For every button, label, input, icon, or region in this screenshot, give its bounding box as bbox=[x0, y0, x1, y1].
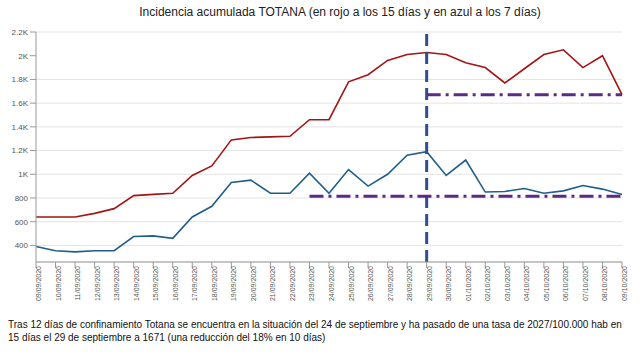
svg-text:02/10/2020: 02/10/2020 bbox=[484, 266, 491, 301]
svg-text:22/09/2020: 22/09/2020 bbox=[289, 266, 296, 301]
svg-text:24/09/2020: 24/09/2020 bbox=[328, 266, 335, 301]
svg-text:28/09/2020: 28/09/2020 bbox=[406, 266, 413, 301]
svg-text:23/09/2020: 23/09/2020 bbox=[308, 266, 315, 301]
svg-text:03/10/2020: 03/10/2020 bbox=[504, 266, 511, 301]
svg-text:12/09/2020: 12/09/2020 bbox=[94, 266, 101, 301]
svg-text:09/09/2020: 09/09/2020 bbox=[35, 266, 42, 301]
svg-text:1.6K: 1.6K bbox=[12, 99, 29, 108]
svg-text:06/10/2020: 06/10/2020 bbox=[562, 266, 569, 301]
svg-text:07/10/2020: 07/10/2020 bbox=[582, 266, 589, 301]
svg-text:1K: 1K bbox=[18, 170, 28, 179]
svg-text:1.8K: 1.8K bbox=[12, 75, 29, 84]
svg-text:30/09/2020: 30/09/2020 bbox=[445, 266, 452, 301]
svg-text:04/10/2020: 04/10/2020 bbox=[523, 266, 530, 301]
svg-text:16/09/2020: 16/09/2020 bbox=[172, 266, 179, 301]
svg-text:13/09/2020: 13/09/2020 bbox=[113, 266, 120, 301]
svg-text:08/10/2020: 08/10/2020 bbox=[601, 266, 608, 301]
svg-text:09/10/2020: 09/10/2020 bbox=[621, 266, 628, 301]
svg-text:2K: 2K bbox=[18, 52, 28, 61]
svg-text:21/09/2020: 21/09/2020 bbox=[269, 266, 276, 301]
svg-text:19/09/2020: 19/09/2020 bbox=[230, 266, 237, 301]
svg-text:25/09/2020: 25/09/2020 bbox=[348, 266, 355, 301]
svg-text:14/09/2020: 14/09/2020 bbox=[133, 266, 140, 301]
svg-text:29/09/2020: 29/09/2020 bbox=[426, 266, 433, 301]
html-text:Tras 12 días de confinamiento: Tras 12 días de confinamiento Totana se … bbox=[8, 319, 622, 343]
svg-text:800: 800 bbox=[15, 194, 29, 203]
svg-text:400: 400 bbox=[15, 241, 29, 250]
html-text:Incidencia acumulada TOTANA (e: Incidencia acumulada TOTANA (en rojo a l… bbox=[139, 5, 541, 19]
svg-text:27/09/2020: 27/09/2020 bbox=[387, 266, 394, 301]
svg-text:05/10/2020: 05/10/2020 bbox=[543, 266, 550, 301]
svg-text:10/09/2020: 10/09/2020 bbox=[55, 266, 62, 301]
svg-text:18/09/2020: 18/09/2020 bbox=[211, 266, 218, 301]
svg-text:20/09/2020: 20/09/2020 bbox=[250, 266, 257, 301]
svg-text:1.2K: 1.2K bbox=[12, 146, 29, 155]
svg-text:15/09/2020: 15/09/2020 bbox=[152, 266, 159, 301]
svg-text:2.2K: 2.2K bbox=[12, 28, 29, 37]
svg-text:17/09/2020: 17/09/2020 bbox=[191, 266, 198, 301]
svg-text:26/09/2020: 26/09/2020 bbox=[367, 266, 374, 301]
svg-text:1.4K: 1.4K bbox=[12, 123, 29, 132]
svg-text:600: 600 bbox=[15, 218, 29, 227]
svg-text:01/10/2020: 01/10/2020 bbox=[465, 266, 472, 301]
svg-text:11/09/2020: 11/09/2020 bbox=[74, 266, 81, 301]
